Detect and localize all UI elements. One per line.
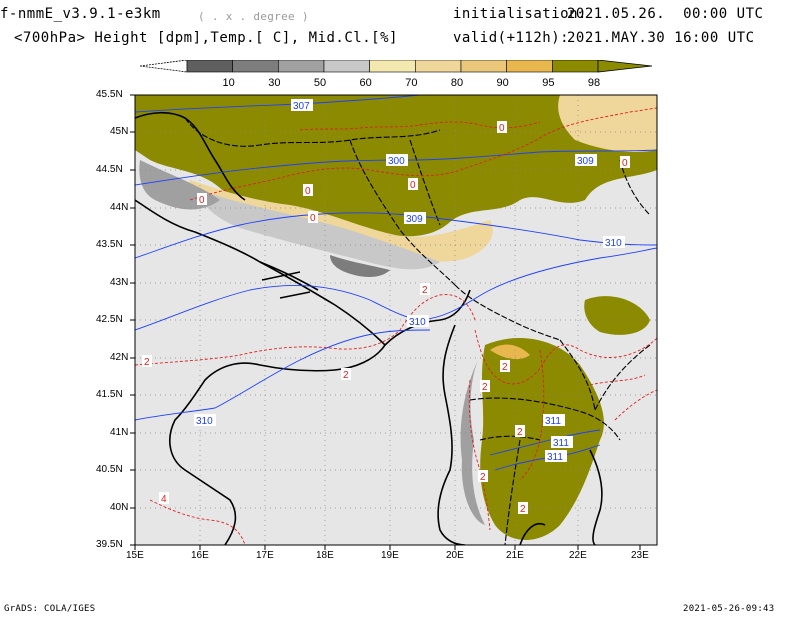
footer-credit: GrADS: COLA/IGES <box>4 604 96 614</box>
height-label: 309 <box>406 214 423 225</box>
cloud-area-south-yellow <box>490 344 530 360</box>
temp-label: 2 <box>480 472 486 483</box>
lat-label: 44.5N <box>96 164 123 175</box>
colorbar-label: 50 <box>314 77 326 89</box>
lat-label: 41.5N <box>96 389 123 400</box>
lon-label: 23E <box>631 550 649 561</box>
temp-label: 0 <box>410 180 416 191</box>
lon-label: 21E <box>506 550 524 561</box>
lon-label: 15E <box>126 550 144 561</box>
cloud-area-northeast <box>558 95 657 152</box>
height-label: 310 <box>409 317 426 328</box>
colorbar-label: 95 <box>542 77 554 89</box>
lon-label: 18E <box>316 550 334 561</box>
chart-subtitle: <700hPa> Height [dpm],Temp.[ C], Mid.Cl.… <box>14 30 398 46</box>
valid-value: 2021.MAY.30 16:00 UTC <box>567 30 755 46</box>
chart-title: f-nmmE_v3.9.1-e3km <box>0 6 161 22</box>
cloud-spots <box>330 255 390 277</box>
init-label: initialisation: <box>453 6 587 22</box>
height-label: 311 <box>553 438 569 449</box>
init-value: 2021.05.26. 00:00 UTC <box>567 6 764 22</box>
temp-label: 2 <box>520 504 526 515</box>
lat-label: 45N <box>110 126 129 137</box>
lat-label: 44N <box>110 202 129 213</box>
lon-label: 20E <box>446 550 464 561</box>
height-label: 307 <box>293 101 310 112</box>
colorbar-high-arrow <box>597 60 653 73</box>
colorbar-label: 10 <box>223 77 235 89</box>
lon-label: 16E <box>191 550 209 561</box>
temp-label: 2 <box>144 357 150 368</box>
cloud-area-east <box>584 296 650 335</box>
colorbar-label: 70 <box>405 77 417 89</box>
temperature-contours <box>135 107 657 545</box>
lat-label: 39.5N <box>96 539 123 550</box>
colorbar-label: 30 <box>268 77 280 89</box>
height-label: 300 <box>388 156 405 167</box>
cloud-area-south <box>480 337 604 540</box>
height-label: 310 <box>605 238 622 249</box>
footer-timestamp: 2021-05-26-09:43 <box>683 604 775 614</box>
temp-label: 2 <box>517 427 523 438</box>
chart-title-note: ( . x . degree ) <box>198 10 309 23</box>
lat-label: 40.5N <box>96 464 123 475</box>
temp-label: 0 <box>622 158 628 169</box>
borders <box>184 117 651 545</box>
axis-ticks <box>130 94 641 550</box>
temp-label: 0 <box>310 213 316 224</box>
cloud-area-grey <box>200 190 440 270</box>
temp-label: 2 <box>502 362 508 373</box>
colorbar: 10 30 50 60 70 80 90 95 98 <box>140 60 653 89</box>
temp-label: 2 <box>343 370 349 381</box>
temp-label: 2 <box>422 285 428 296</box>
height-label: 311 <box>547 452 563 463</box>
height-label: 309 <box>577 156 594 167</box>
graticule <box>135 95 657 545</box>
lat-label: 45.5N <box>96 89 123 100</box>
contour-labels: 307 300 309 309 310 310 310 311 311 311 … <box>142 99 630 515</box>
temp-label: 0 <box>499 123 505 134</box>
lat-label: 43N <box>110 277 129 288</box>
lat-label: 43.5N <box>96 239 123 250</box>
temp-label: 0 <box>199 195 205 206</box>
height-label: 310 <box>196 416 213 427</box>
colorbar-label: 98 <box>588 77 600 89</box>
height-label: 311 <box>545 416 561 427</box>
colorbar-label: 80 <box>451 77 463 89</box>
temp-label: 0 <box>305 186 311 197</box>
lat-label: 42N <box>110 352 129 363</box>
lon-label: 19E <box>381 550 399 561</box>
colorbar-label: 60 <box>360 77 372 89</box>
lat-label: 42.5N <box>96 314 123 325</box>
lon-label: 17E <box>256 550 274 561</box>
colorbar-low-arrow <box>140 60 188 73</box>
temp-label: 4 <box>161 494 167 505</box>
colorbar-label: 90 <box>497 77 509 89</box>
lon-label: 22E <box>569 550 587 561</box>
lat-label: 41N <box>110 427 129 438</box>
cloud-area-transition <box>185 180 493 262</box>
lat-label: 40N <box>110 502 129 513</box>
valid-label: valid(+112h): <box>453 30 570 46</box>
temp-label: 2 <box>482 382 488 393</box>
